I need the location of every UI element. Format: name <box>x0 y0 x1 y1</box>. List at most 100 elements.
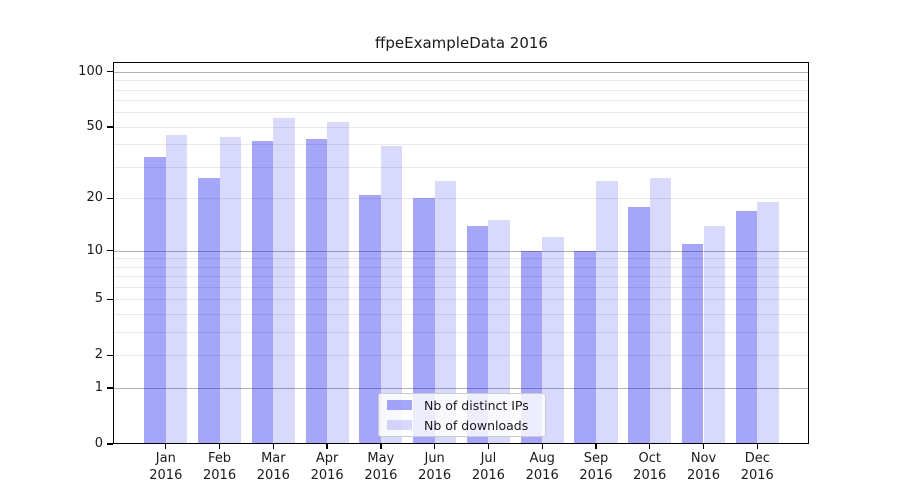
y-tick-label: 20 <box>86 190 103 206</box>
y-axis-tick <box>107 387 113 389</box>
month-label: Sep <box>583 451 609 466</box>
x-tick-label-dec: Dec 2016 <box>725 451 789 484</box>
bar-nb-of-downloads-sep <box>595 181 618 444</box>
year-label: 2016 <box>471 467 505 483</box>
year-label: 2016 <box>740 467 774 483</box>
bar-nb-of-downloads-aug <box>542 237 564 444</box>
year-label: 2016 <box>579 467 613 483</box>
bar-nb-of-distinct-ips-jan <box>144 157 166 444</box>
gridline-minor <box>113 198 809 200</box>
year-label: 2016 <box>256 467 290 483</box>
gridline-minor <box>113 126 809 128</box>
x-tick-label-nov: Nov 2016 <box>672 451 736 484</box>
legend-label-downloads: Nb of downloads <box>424 417 529 433</box>
y-tick-label: 10 <box>86 242 103 258</box>
bar-nb-of-downloads-apr <box>327 122 349 444</box>
gridline-minor <box>113 299 809 301</box>
legend-swatch-downloads-icon <box>387 420 412 430</box>
x-tick-label-feb: Feb 2016 <box>188 451 252 484</box>
gridline-minor <box>113 144 809 146</box>
y-axis-tick <box>107 298 113 301</box>
y-axis-tick <box>107 354 113 357</box>
bar-nb-of-distinct-ips-jun <box>413 198 435 444</box>
gridline-minor <box>113 112 809 114</box>
x-axis-tick <box>702 444 705 449</box>
x-tick-label-jun: Jun 2016 <box>403 451 467 484</box>
bar-nb-of-distinct-ips-mar <box>251 140 274 444</box>
x-axis-tick <box>218 444 221 449</box>
x-tick-label-jul: Jul 2016 <box>456 451 520 484</box>
month-label: Apr <box>315 451 339 466</box>
y-axis-tick <box>107 197 113 200</box>
y-tick-label: 100 <box>78 63 103 79</box>
bar-nb-of-distinct-ips-apr <box>305 138 328 444</box>
month-label: Nov <box>690 451 717 466</box>
year-label: 2016 <box>203 467 237 483</box>
x-tick-label-oct: Oct 2016 <box>618 451 682 484</box>
bar-nb-of-distinct-ips-dec <box>735 210 758 444</box>
x-tick-label-aug: Aug 2016 <box>510 451 574 484</box>
y-tick-label: 1 <box>94 380 103 396</box>
gridline-minor <box>113 100 809 102</box>
legend-swatch-ips-icon <box>387 400 412 410</box>
year-label: 2016 <box>633 467 667 483</box>
month-label: May <box>367 451 395 466</box>
bar-nb-of-downloads-jun <box>434 181 457 444</box>
x-tick-label-mar: Mar 2016 <box>241 451 305 484</box>
y-tick-label: 5 <box>94 291 103 307</box>
plot-area <box>113 62 809 444</box>
bar-nb-of-distinct-ips-jul <box>466 225 489 444</box>
gridline-major <box>113 250 809 252</box>
bar-nb-of-downloads-jan <box>165 135 188 444</box>
y-axis-tick <box>107 443 113 445</box>
x-axis-tick <box>326 444 328 449</box>
month-label: Jun <box>424 451 445 466</box>
gridline-minor <box>113 332 809 334</box>
bar-nb-of-downloads-feb <box>219 136 242 444</box>
x-tick-label-jan: Jan 2016 <box>134 451 198 484</box>
y-axis-tick <box>107 71 113 73</box>
gridline-minor <box>113 266 809 268</box>
y-tick-label: 2 <box>94 347 103 363</box>
legend-label-distinct-ips: Nb of distinct IPs <box>424 397 529 413</box>
gridline-minor <box>113 258 809 260</box>
month-label: Feb <box>208 451 232 466</box>
bar-nb-of-distinct-ips-sep <box>574 250 596 444</box>
bar-nb-of-downloads-oct <box>649 178 672 444</box>
x-axis-tick <box>272 444 274 449</box>
y-axis-tick <box>107 126 113 128</box>
x-axis-tick <box>434 444 436 449</box>
x-tick-label-may: May 2016 <box>349 451 413 484</box>
month-label: Jul <box>480 451 497 466</box>
gridline-minor <box>113 355 809 357</box>
legend: Nb of distinct IPs Nb of downloads <box>378 393 546 437</box>
bar-nb-of-distinct-ips-may <box>359 194 381 444</box>
x-tick-label-apr: Apr 2016 <box>295 451 359 484</box>
bar-nb-of-downloads-mar <box>273 117 295 444</box>
legend-item-distinct-ips: Nb of distinct IPs <box>387 398 537 413</box>
bar-nb-of-downloads-may <box>380 146 403 444</box>
x-axis-tick <box>756 444 758 449</box>
bar-nb-of-distinct-ips-oct <box>628 206 650 444</box>
year-label: 2016 <box>525 467 559 483</box>
month-label: Oct <box>638 451 661 466</box>
y-tick-label: 50 <box>86 118 103 134</box>
bar-nb-of-distinct-ips-nov <box>681 243 704 444</box>
gridline-minor <box>113 276 809 278</box>
x-axis-tick <box>165 444 167 449</box>
x-tick-label-sep: Sep 2016 <box>564 451 628 484</box>
month-label: Jan <box>155 451 176 466</box>
gridline-major <box>113 71 809 73</box>
year-label: 2016 <box>686 467 721 483</box>
year-label: 2016 <box>418 467 452 483</box>
gridline-minor <box>113 167 809 169</box>
gridline-minor <box>113 80 809 82</box>
month-label: Dec <box>744 451 770 466</box>
gridline-minor <box>113 89 809 91</box>
bar-nb-of-downloads-jul <box>488 220 510 444</box>
y-tick-label: 0 <box>94 436 103 451</box>
bar-nb-of-downloads-dec <box>757 202 779 444</box>
month-label: Aug <box>529 451 555 466</box>
bar-nb-of-downloads-nov <box>703 225 726 444</box>
